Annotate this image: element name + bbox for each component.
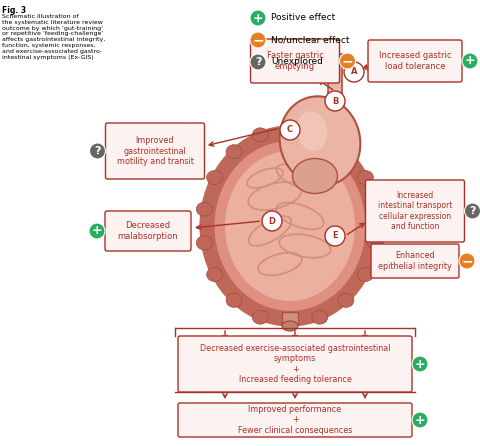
Circle shape <box>465 203 480 219</box>
Text: −: − <box>252 33 264 47</box>
Text: Unexplored: Unexplored <box>271 58 323 66</box>
Circle shape <box>412 412 428 428</box>
Ellipse shape <box>292 158 337 194</box>
Ellipse shape <box>338 293 354 307</box>
FancyBboxPatch shape <box>178 403 412 437</box>
Ellipse shape <box>312 310 328 324</box>
Circle shape <box>459 253 475 269</box>
Ellipse shape <box>207 268 223 281</box>
Ellipse shape <box>280 96 360 186</box>
Circle shape <box>325 91 345 111</box>
Text: C: C <box>287 125 293 135</box>
Text: Increased gastric
load tolerance: Increased gastric load tolerance <box>379 51 451 71</box>
Ellipse shape <box>205 131 375 321</box>
Ellipse shape <box>225 151 355 301</box>
FancyBboxPatch shape <box>251 39 339 83</box>
Circle shape <box>250 32 266 48</box>
Circle shape <box>89 223 105 239</box>
FancyBboxPatch shape <box>368 40 462 82</box>
Text: B: B <box>332 96 338 106</box>
FancyBboxPatch shape <box>371 244 459 278</box>
Text: −: − <box>342 54 353 68</box>
Text: −: − <box>461 254 473 268</box>
Ellipse shape <box>196 236 212 250</box>
Ellipse shape <box>357 170 373 185</box>
Ellipse shape <box>368 236 384 250</box>
Text: Enhanced
epithelial integrity: Enhanced epithelial integrity <box>378 251 452 271</box>
Text: ?: ? <box>94 146 101 156</box>
Text: Improved
gastrointestinal
motility and transit: Improved gastrointestinal motility and t… <box>117 136 193 166</box>
Text: Decreased
malabsorption: Decreased malabsorption <box>118 221 178 241</box>
Text: +: + <box>415 358 425 371</box>
FancyBboxPatch shape <box>178 336 412 392</box>
Circle shape <box>412 356 428 372</box>
Ellipse shape <box>368 202 384 216</box>
Ellipse shape <box>357 268 373 281</box>
Ellipse shape <box>196 202 212 216</box>
Ellipse shape <box>282 122 298 136</box>
Text: No/unclear effect: No/unclear effect <box>271 36 349 45</box>
Text: ?: ? <box>255 57 261 67</box>
Text: Schematic illustration of
the systematic literature review
outcome by which ‘gut: Schematic illustration of the systematic… <box>2 14 105 60</box>
Ellipse shape <box>252 128 268 142</box>
Text: +: + <box>415 413 425 426</box>
Text: +: + <box>92 224 102 238</box>
Text: D: D <box>268 216 276 226</box>
Text: Improved performance
+
Fewer clinical consequences: Improved performance + Fewer clinical co… <box>238 405 352 435</box>
Bar <box>328 54 342 99</box>
Text: +: + <box>465 54 475 67</box>
Circle shape <box>250 10 266 26</box>
Text: Positive effect: Positive effect <box>271 13 335 22</box>
Text: A: A <box>351 67 357 77</box>
Ellipse shape <box>252 310 268 324</box>
Ellipse shape <box>312 128 328 142</box>
Circle shape <box>344 62 364 82</box>
Circle shape <box>462 53 478 69</box>
Text: ?: ? <box>469 206 476 216</box>
FancyBboxPatch shape <box>106 123 204 179</box>
Text: +: + <box>252 12 264 25</box>
Ellipse shape <box>282 321 298 331</box>
FancyBboxPatch shape <box>365 180 465 242</box>
Circle shape <box>250 54 266 70</box>
Ellipse shape <box>297 111 327 151</box>
Text: Increased
intestinal transport
cellular expression
and function: Increased intestinal transport cellular … <box>378 191 452 231</box>
Circle shape <box>89 143 106 159</box>
Circle shape <box>280 120 300 140</box>
Circle shape <box>262 211 282 231</box>
Ellipse shape <box>338 145 354 159</box>
Ellipse shape <box>226 145 242 159</box>
Circle shape <box>325 226 345 246</box>
Ellipse shape <box>282 316 298 330</box>
Circle shape <box>339 53 356 69</box>
Ellipse shape <box>226 293 242 307</box>
Text: Decreased exercise-associated gastrointestinal
symptoms
+
Increased feeding tole: Decreased exercise-associated gastrointe… <box>200 344 390 384</box>
Text: Fig. 3: Fig. 3 <box>2 6 26 15</box>
Text: Faster gastric
emptying: Faster gastric emptying <box>266 51 324 71</box>
FancyBboxPatch shape <box>105 211 191 251</box>
Ellipse shape <box>207 170 223 185</box>
Bar <box>282 312 298 324</box>
Text: E: E <box>332 231 338 240</box>
